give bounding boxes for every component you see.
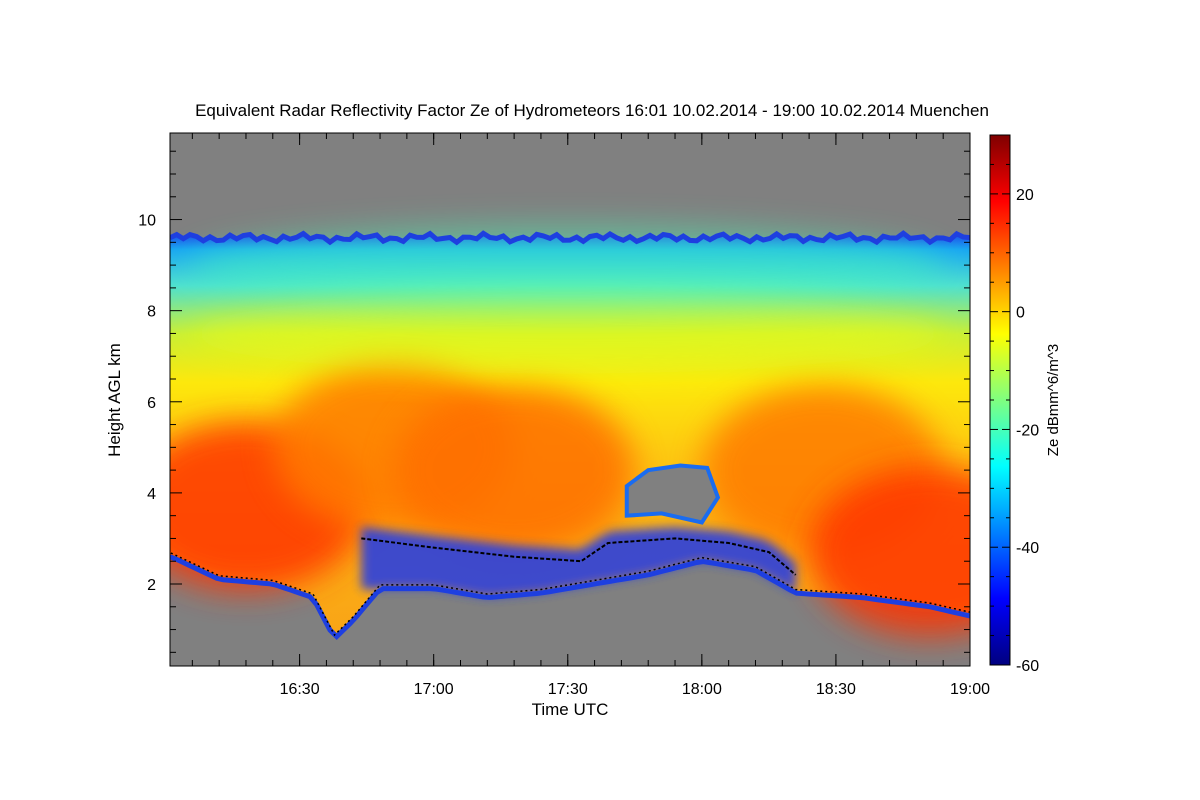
x-tick-label: 16:30 <box>280 681 320 698</box>
colorbar-tick-label: 0 <box>1016 305 1025 322</box>
cloud-base-edge <box>170 554 970 640</box>
melting-layer-band <box>361 527 796 598</box>
y-axis: 2 4 6 8 10 <box>138 150 970 653</box>
x-tick-label: 17:00 <box>414 681 454 698</box>
cloud-top-edge <box>170 230 970 246</box>
y-tick-label: 8 <box>147 304 156 321</box>
x-tick-label: 19:00 <box>950 681 990 698</box>
colorbar-tick-label: -40 <box>1016 540 1039 557</box>
chart-title: Equivalent Radar Reflectivity Factor Ze … <box>195 101 989 120</box>
cloud-base-line <box>170 552 970 637</box>
y-axis-label: Height AGL km <box>105 343 124 457</box>
colorbar-label: Ze dBmm^6/m^3 <box>1045 344 1062 456</box>
reflectivity-region-5 <box>187 293 948 374</box>
y-tick-label: 4 <box>147 486 156 503</box>
colorbar-tick-label: 20 <box>1016 187 1034 204</box>
x-tick-label: 18:00 <box>682 681 722 698</box>
plot-area <box>170 133 970 666</box>
melting-layer-line <box>361 537 797 576</box>
colorbar-axis: -60 -40 -20 0 20 <box>990 134 1039 675</box>
reflectivity-region-6 <box>187 225 948 306</box>
x-tick-label: 18:30 <box>816 681 856 698</box>
colorbar-tick-label: -60 <box>1016 658 1039 675</box>
reflectivity-region-4 <box>809 467 970 638</box>
reflectivity-region-2 <box>394 385 635 556</box>
y-tick-label: 2 <box>147 577 156 594</box>
x-axis-label: Time UTC <box>532 700 609 719</box>
echo-gap-region <box>624 463 721 525</box>
colorbar-tick-label: -20 <box>1016 422 1039 439</box>
x-tick-label: 17:30 <box>548 681 588 698</box>
y-tick-label: 10 <box>138 213 156 230</box>
plot-frame <box>169 132 971 667</box>
y-tick-label: 6 <box>147 395 156 412</box>
x-axis: 16:30 17:00 17:30 18:00 18:30 19:00 <box>191 133 990 698</box>
